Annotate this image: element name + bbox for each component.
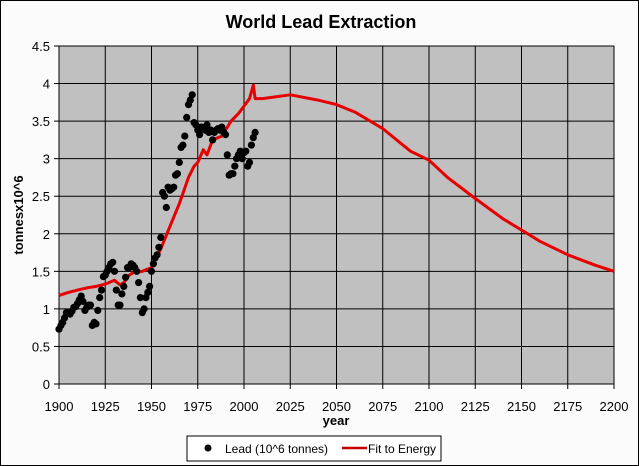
lead-data-point bbox=[181, 132, 189, 140]
legend-box bbox=[186, 435, 442, 462]
lead-data-point bbox=[231, 162, 239, 170]
lead-data-point bbox=[203, 121, 211, 129]
x-tick-label: 1975 bbox=[183, 399, 212, 414]
lead-data-point bbox=[155, 243, 163, 251]
y-tick-label: 1.5 bbox=[32, 264, 50, 279]
lead-data-point bbox=[97, 286, 106, 294]
y-tick-label: 3 bbox=[43, 152, 50, 167]
lead-data-point bbox=[110, 267, 119, 275]
lead-data-point bbox=[86, 301, 95, 309]
lead-data-point bbox=[133, 267, 141, 275]
lead-data-point bbox=[92, 320, 100, 328]
y-tick-label: 2 bbox=[43, 227, 50, 242]
lead-data-point bbox=[196, 131, 204, 139]
y-tick-label: 0 bbox=[43, 377, 50, 392]
lead-data-point bbox=[223, 151, 231, 159]
x-tick-label: 1900 bbox=[45, 399, 74, 414]
lead-data-point bbox=[147, 267, 156, 275]
lead-data-point bbox=[120, 282, 128, 290]
y-tick-label: 2.5 bbox=[32, 189, 50, 204]
y-tick-label: 4.5 bbox=[32, 39, 50, 54]
lead-data-point bbox=[149, 260, 157, 268]
lead-data-point bbox=[116, 301, 124, 309]
lead-data-point bbox=[140, 305, 148, 313]
y-tick-label: 1 bbox=[43, 302, 50, 317]
lead-data-point bbox=[109, 258, 117, 266]
legend-label-lead: Lead (10^6 tonnes) bbox=[225, 442, 328, 456]
legend-marker-lead bbox=[204, 444, 212, 452]
lead-data-point bbox=[175, 158, 183, 166]
x-tick-label: 2100 bbox=[415, 399, 444, 414]
lead-data-point bbox=[162, 203, 170, 212]
lead-data-point bbox=[153, 251, 161, 259]
lead-scatter-points bbox=[55, 91, 259, 333]
legend: Lead (10^6 tonnes) Fit to Energy bbox=[186, 435, 442, 462]
lead-data-point bbox=[242, 147, 250, 155]
x-tick-label: 2150 bbox=[507, 399, 536, 414]
y-tick-label: 3.5 bbox=[32, 114, 50, 129]
x-tick-label: 2075 bbox=[368, 399, 397, 414]
x-tick-label: 1950 bbox=[137, 399, 166, 414]
x-tick-label: 2050 bbox=[322, 399, 351, 414]
lead-data-point bbox=[245, 158, 254, 166]
lead-data-point bbox=[209, 136, 217, 144]
lead-data-point bbox=[136, 294, 144, 302]
lead-data-point bbox=[247, 141, 255, 149]
x-axis-ticks: 1900 1925 1950 1975 2000 2025 2050 2075 2100 2125… bbox=[45, 384, 629, 414]
lead-data-point bbox=[94, 306, 102, 314]
y-tick-label: 0.5 bbox=[32, 339, 50, 354]
lead-data-point bbox=[135, 279, 143, 287]
lead-data-point bbox=[160, 192, 168, 200]
x-tick-label: 2125 bbox=[461, 399, 490, 414]
legend-label-fit: Fit to Energy bbox=[368, 442, 436, 456]
lead-data-point bbox=[188, 91, 196, 99]
lead-data-point bbox=[170, 183, 178, 191]
lead-data-point bbox=[118, 290, 126, 298]
lead-data-point bbox=[251, 128, 259, 136]
y-tick-label: 4 bbox=[43, 77, 50, 92]
lead-data-point bbox=[221, 131, 230, 139]
lead-data-point bbox=[157, 233, 165, 242]
lead-data-point bbox=[144, 288, 152, 296]
lead-data-point bbox=[183, 113, 191, 121]
lead-data-point bbox=[79, 297, 87, 305]
x-tick-label: 2000 bbox=[230, 399, 259, 414]
x-tick-label: 2200 bbox=[600, 399, 629, 414]
chart-title: World Lead Extraction bbox=[226, 12, 417, 32]
lead-data-point bbox=[112, 286, 120, 294]
lead-data-point bbox=[238, 155, 246, 163]
x-tick-label: 1925 bbox=[91, 399, 120, 414]
y-axis-label: tonnesx10^6 bbox=[11, 175, 26, 254]
y-axis-ticks: 0 0.5 1 1.5 2 2.5 3 3.5 4 4.5 bbox=[32, 39, 59, 392]
x-tick-label: 2175 bbox=[553, 399, 582, 414]
x-axis-label: year bbox=[323, 413, 350, 428]
lead-data-point bbox=[173, 170, 181, 178]
lead-data-point bbox=[122, 273, 130, 281]
lead-data-point bbox=[229, 170, 237, 178]
lead-data-point bbox=[96, 294, 104, 302]
x-tick-label: 2025 bbox=[276, 399, 305, 414]
lead-data-point bbox=[146, 282, 154, 290]
lead-data-point bbox=[179, 141, 187, 149]
